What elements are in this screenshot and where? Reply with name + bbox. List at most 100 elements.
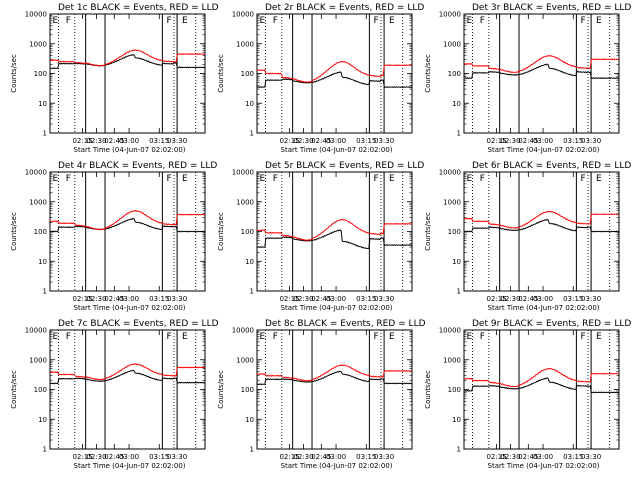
x-tick-label: 03:30: [167, 137, 187, 145]
flag-label: E: [467, 16, 473, 26]
x-tick-label: 02:15: [279, 453, 299, 461]
x-tick-label: 03:00: [533, 453, 553, 461]
lld-series-line: [256, 60, 413, 83]
y-tick-label: 1: [250, 288, 254, 296]
plot-frame: [256, 329, 413, 450]
x-tick-label: 02:30: [86, 295, 106, 303]
panel-title: Det 5r BLACK = Events, RED = LLD: [265, 161, 424, 171]
events-series-line: [49, 53, 206, 70]
flag-label: F: [166, 332, 171, 342]
plot-frame: [463, 329, 620, 450]
x-tick-label: 03:15: [563, 137, 583, 145]
flag-label: E: [182, 332, 188, 342]
panel-title: Det 2r BLACK = Events, RED = LLD: [265, 3, 424, 13]
panel-title: Det 3r BLACK = Events, RED = LLD: [472, 3, 631, 13]
x-tick-label: 03:30: [167, 453, 187, 461]
flag-label: F: [580, 174, 585, 184]
flag-label: F: [66, 174, 71, 184]
flag-label: E: [389, 16, 395, 26]
flag-label: E: [53, 332, 59, 342]
y-tick-label: 1: [457, 288, 461, 296]
panel-title: Det 1c BLACK = Events, RED = LLD: [58, 3, 219, 13]
flag-label: E: [467, 174, 473, 184]
x-tick-label: 02:45: [104, 453, 124, 461]
x-tick-label: 03:00: [533, 295, 553, 303]
x-tick-label: 02:30: [86, 137, 106, 145]
flag-label: E: [260, 174, 266, 184]
panel-3: Det 3r BLACK = Events, RED = LLD 1 10 100 10…: [424, 3, 631, 154]
flag-label: F: [480, 16, 485, 26]
y-tick-label: 10: [245, 100, 254, 108]
x-tick-label: 02:15: [72, 453, 92, 461]
y-tick-label: 10000: [232, 327, 254, 335]
x-tick-label: 03:15: [149, 137, 169, 145]
x-axis-label: Start Time (04-Jun-07 02:02:00): [488, 304, 600, 312]
flag-label: E: [389, 174, 395, 184]
flag-label: F: [273, 332, 278, 342]
y-tick-label: 1000: [29, 40, 47, 48]
x-tick-label: 03:30: [167, 295, 187, 303]
x-axis-label: Start Time (04-Jun-07 02:02:00): [488, 462, 600, 470]
flag-label: E: [596, 174, 602, 184]
x-tick-label: 02:30: [500, 295, 520, 303]
y-tick-label: 10: [245, 258, 254, 266]
x-tick-label: 02:45: [104, 295, 124, 303]
y-tick-label: 100: [241, 386, 254, 394]
y-tick-label: 1: [43, 288, 47, 296]
flag-label: F: [66, 332, 71, 342]
flag-label: E: [596, 332, 602, 342]
x-tick-label: 03:30: [581, 295, 601, 303]
y-tick-label: 100: [241, 70, 254, 78]
y-axis-label: Counts/sec: [217, 54, 225, 93]
x-axis-label: Start Time (04-Jun-07 02:02:00): [488, 146, 600, 154]
lld-series-line: [463, 210, 620, 229]
events-series-line: [49, 369, 206, 385]
x-tick-label: 02:15: [486, 137, 506, 145]
x-axis-label: Start Time (04-Jun-07 02:02:00): [281, 146, 393, 154]
flag-label: F: [166, 174, 171, 184]
lld-series-line: [256, 364, 413, 382]
y-tick-label: 100: [448, 386, 461, 394]
panel-8: Det 8c BLACK = Events, RED = LLD 1 10 100 10…: [217, 319, 426, 470]
flag-label: F: [373, 332, 378, 342]
y-tick-label: 10000: [25, 327, 47, 335]
x-tick-label: 02:30: [86, 453, 106, 461]
x-tick-label: 03:15: [356, 295, 376, 303]
x-tick-label: 03:15: [563, 295, 583, 303]
flag-label: E: [182, 16, 188, 26]
panel-title: Det 6r BLACK = Events, RED = LLD: [472, 161, 631, 171]
events-series-line: [256, 229, 413, 250]
flag-label: E: [182, 174, 188, 184]
x-tick-label: 02:45: [518, 295, 538, 303]
x-tick-label: 02:30: [293, 453, 313, 461]
events-series-line: [463, 63, 620, 80]
y-tick-label: 10000: [439, 11, 461, 19]
y-tick-label: 10: [245, 416, 254, 424]
y-tick-label: 1: [457, 130, 461, 138]
panel-title: Det 8c BLACK = Events, RED = LLD: [265, 319, 426, 329]
y-tick-label: 1: [43, 446, 47, 454]
x-tick-label: 02:15: [486, 453, 506, 461]
flag-label: F: [373, 16, 378, 26]
y-tick-label: 10000: [25, 169, 47, 177]
x-tick-label: 03:15: [563, 453, 583, 461]
panel-1: Det 1c BLACK = Events, RED = LLD 1 10 100 10…: [10, 3, 219, 154]
plot-frame: [49, 329, 206, 450]
x-tick-label: 02:30: [293, 295, 313, 303]
x-tick-label: 03:30: [581, 137, 601, 145]
x-tick-label: 03:00: [119, 137, 139, 145]
x-axis-label: Start Time (04-Jun-07 02:02:00): [74, 462, 186, 470]
y-tick-label: 1000: [236, 40, 254, 48]
x-tick-label: 03:15: [149, 295, 169, 303]
flag-label: F: [273, 174, 278, 184]
plot-frame: [463, 13, 620, 134]
y-tick-label: 10: [452, 416, 461, 424]
y-tick-label: 10: [38, 100, 47, 108]
y-tick-label: 10: [452, 258, 461, 266]
plot-frame: [49, 13, 206, 134]
y-tick-label: 100: [34, 386, 47, 394]
y-tick-label: 1000: [29, 356, 47, 364]
x-tick-label: 02:30: [293, 137, 313, 145]
x-tick-label: 03:15: [149, 453, 169, 461]
y-axis-label: Counts/sec: [10, 370, 18, 409]
